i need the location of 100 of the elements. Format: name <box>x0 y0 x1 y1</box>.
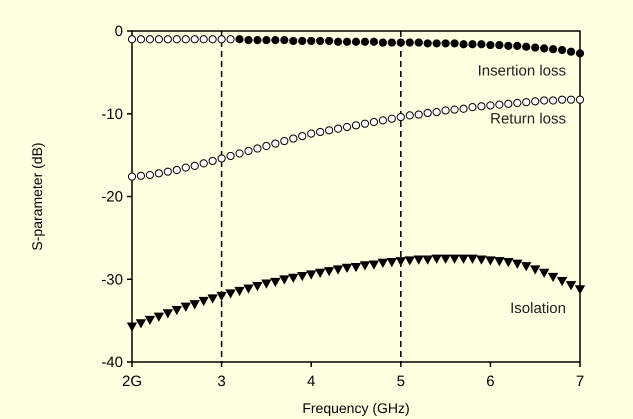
point <box>288 274 298 282</box>
point <box>289 134 298 143</box>
point <box>262 142 270 150</box>
point <box>352 121 360 130</box>
point <box>244 284 254 294</box>
point <box>218 154 226 163</box>
point <box>566 48 576 56</box>
point <box>458 254 468 264</box>
point <box>450 106 459 114</box>
point <box>378 258 388 268</box>
point <box>307 36 316 46</box>
point <box>162 309 173 318</box>
point <box>422 255 433 264</box>
point <box>442 39 450 48</box>
point <box>190 162 199 170</box>
point <box>360 261 370 270</box>
point <box>182 35 190 44</box>
point <box>432 254 442 264</box>
x-axis-title: Frequency (GHz) <box>302 400 410 416</box>
point <box>316 36 324 46</box>
point <box>522 98 530 106</box>
point <box>128 172 136 181</box>
point <box>154 169 163 178</box>
point <box>334 38 342 46</box>
point <box>531 97 540 106</box>
point <box>182 163 190 172</box>
point <box>316 128 324 136</box>
point <box>262 36 270 44</box>
point <box>432 108 441 116</box>
point <box>352 38 360 46</box>
x-tick-label: 2G <box>122 373 142 390</box>
point <box>513 98 522 108</box>
x-tick-label: 6 <box>486 373 495 390</box>
point <box>172 166 181 174</box>
point <box>477 102 486 110</box>
point <box>244 36 253 44</box>
point <box>530 265 540 274</box>
x-tick-label: 4 <box>307 373 316 390</box>
point <box>360 38 370 46</box>
point <box>540 44 548 52</box>
point <box>486 256 496 266</box>
x-tick-label: 5 <box>396 373 405 390</box>
point <box>198 296 209 306</box>
point <box>370 118 378 126</box>
point <box>164 168 172 176</box>
point <box>504 42 512 50</box>
point <box>271 36 280 44</box>
point <box>208 294 218 304</box>
point <box>252 282 262 291</box>
point <box>396 112 405 122</box>
point <box>279 275 290 284</box>
point <box>190 300 200 309</box>
point <box>325 36 334 46</box>
y-tick-label: -30 <box>101 271 123 288</box>
point <box>504 100 512 108</box>
point <box>459 40 468 48</box>
point <box>566 281 576 290</box>
point <box>388 38 396 47</box>
point <box>468 254 478 264</box>
point <box>342 122 352 132</box>
point <box>388 114 396 123</box>
point <box>549 96 558 105</box>
point <box>476 255 486 264</box>
point <box>128 35 136 44</box>
point <box>424 108 432 118</box>
point <box>513 42 522 50</box>
point <box>315 268 326 278</box>
point <box>244 146 253 156</box>
point <box>495 100 504 109</box>
point <box>190 35 199 44</box>
point <box>146 35 154 44</box>
point <box>549 45 558 54</box>
point <box>450 254 460 264</box>
point <box>280 36 288 44</box>
point <box>576 96 584 104</box>
point <box>486 101 494 110</box>
point <box>575 285 585 294</box>
point <box>298 132 306 140</box>
series-label: Isolation <box>510 300 566 318</box>
point <box>226 289 236 298</box>
point <box>406 111 414 120</box>
point <box>351 262 361 272</box>
point <box>218 35 226 44</box>
y-tick-label: 0 <box>114 23 123 40</box>
point <box>557 277 567 286</box>
point <box>136 319 146 328</box>
point <box>548 272 558 282</box>
point <box>298 36 306 46</box>
point <box>540 96 548 105</box>
point <box>333 265 343 274</box>
point <box>154 312 164 322</box>
point <box>145 316 155 325</box>
point <box>262 279 272 288</box>
series-label: Return loss <box>490 110 566 128</box>
point <box>208 35 217 44</box>
point <box>414 255 424 264</box>
point <box>325 126 334 134</box>
point <box>386 258 397 267</box>
point <box>494 257 504 266</box>
point <box>378 38 387 47</box>
